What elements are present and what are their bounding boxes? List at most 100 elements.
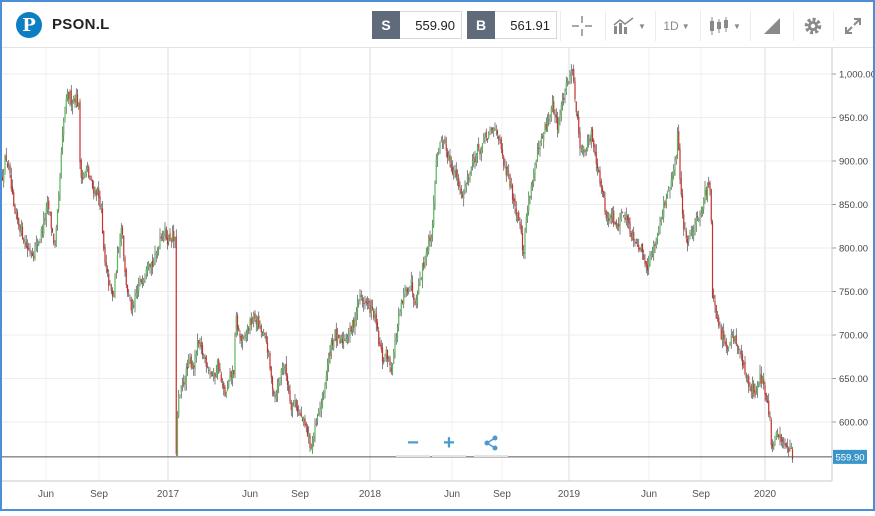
crosshair-button[interactable]: [560, 11, 602, 41]
candle-body: [566, 80, 569, 83]
candle-body: [570, 71, 572, 77]
candle-body: [764, 384, 766, 396]
candle-body: [319, 408, 321, 414]
candle-body: [459, 189, 461, 190]
candle-body: [699, 217, 701, 222]
candle-body: [168, 235, 170, 243]
candle-body: [779, 434, 781, 439]
candle-body: [20, 224, 22, 233]
share-button[interactable]: [474, 431, 508, 457]
candle-body: [458, 178, 460, 188]
zoom-in-button[interactable]: +: [432, 431, 466, 457]
candle-body: [474, 156, 476, 163]
candle-body: [66, 93, 69, 100]
candle-body: [96, 189, 99, 193]
settings-button[interactable]: [793, 11, 831, 41]
candle-body: [614, 223, 616, 225]
candle-body: [548, 119, 550, 121]
candle-body: [498, 136, 500, 140]
candle-body: [268, 353, 270, 354]
candle-body: [109, 282, 111, 284]
candle-body: [531, 183, 534, 186]
candle-body: [454, 170, 456, 173]
candle-body: [676, 133, 679, 154]
candle-body: [91, 179, 94, 188]
candle-body: [309, 435, 311, 449]
zoom-out-button[interactable]: −: [396, 431, 430, 457]
candle-body: [165, 228, 167, 239]
candlestick-button[interactable]: ▼: [700, 11, 748, 41]
candle-body: [78, 103, 80, 108]
candle-body: [505, 166, 507, 176]
candle-body: [415, 300, 417, 304]
candle-body: [495, 128, 497, 130]
candle-body: [48, 200, 50, 210]
candle-body: [360, 295, 362, 297]
candle-body: [456, 175, 459, 179]
candle-body: [659, 223, 661, 235]
drawing-tools-button[interactable]: [750, 11, 792, 41]
candle-body: [230, 371, 232, 378]
current-price-label: 559.90: [835, 452, 864, 463]
candle-body: [185, 368, 187, 385]
candle-body: [744, 361, 746, 374]
candle-body: [403, 293, 405, 305]
candle-body: [718, 317, 720, 326]
candle-body: [186, 367, 189, 370]
candle-body: [618, 223, 620, 227]
candle-body: [24, 240, 26, 245]
candle-body: [565, 82, 567, 92]
candle-body: [479, 150, 481, 155]
candle-body: [624, 217, 626, 220]
candle-body: [399, 311, 401, 315]
candle-body: [180, 385, 182, 393]
candle-body: [124, 256, 126, 272]
y-tick-label: 700.00: [839, 331, 868, 342]
price-chart[interactable]: Jun Sep 2017 Jun Sep 2018 Jun Sep 2019 Jun Sep 2020…: [1, 48, 875, 511]
candle-body: [491, 127, 494, 130]
candle-body: [169, 233, 171, 240]
candle-body: [466, 176, 469, 182]
candle-body: [511, 184, 514, 200]
candle-body: [705, 189, 707, 196]
candle-body: [276, 385, 279, 396]
buy-tag: B: [467, 11, 495, 39]
candle-body: [661, 214, 664, 219]
chart-type-button[interactable]: ▼: [605, 11, 653, 41]
candle-body: [416, 294, 419, 303]
timeframe-button[interactable]: 1D ▼: [655, 11, 697, 41]
logo-icon: P: [22, 14, 36, 36]
buy-price: 561.91: [495, 11, 557, 39]
y-tick-label: 600.00: [839, 418, 868, 429]
candle-body: [575, 101, 577, 113]
candle-body: [11, 186, 14, 195]
candle-body: [199, 342, 201, 346]
buy-button[interactable]: B 561.91: [467, 11, 557, 39]
candle-body: [526, 210, 529, 219]
candle-body: [418, 280, 420, 295]
candle-body: [423, 262, 425, 268]
candle-body: [295, 399, 297, 408]
y-tick-label: 800.00: [839, 244, 868, 255]
fullscreen-button[interactable]: [833, 11, 871, 41]
candle-body: [486, 139, 489, 141]
candle-body: [229, 373, 231, 380]
y-tick-label: 650.00: [839, 374, 868, 385]
candle-body: [354, 319, 356, 328]
candle-body: [141, 282, 144, 284]
candle-body: [16, 212, 19, 220]
price-chart-canvas[interactable]: Jun Sep 2017 Jun Sep 2018 Jun Sep 2019 Jun Sep 2020…: [1, 48, 875, 511]
candle-body: [300, 413, 302, 417]
sell-tag: S: [372, 11, 400, 39]
timeframe-label: 1D: [663, 19, 679, 33]
candle-body: [285, 363, 287, 376]
candle-body: [243, 336, 245, 338]
candle-body: [686, 238, 689, 244]
x-tick-label: Sep: [493, 489, 511, 500]
candle-body: [299, 412, 301, 415]
candle-body: [220, 374, 222, 382]
candle-body: [238, 327, 240, 332]
candle-body: [675, 156, 677, 161]
candle-body: [593, 140, 595, 147]
sell-button[interactable]: S 559.90: [372, 11, 462, 39]
